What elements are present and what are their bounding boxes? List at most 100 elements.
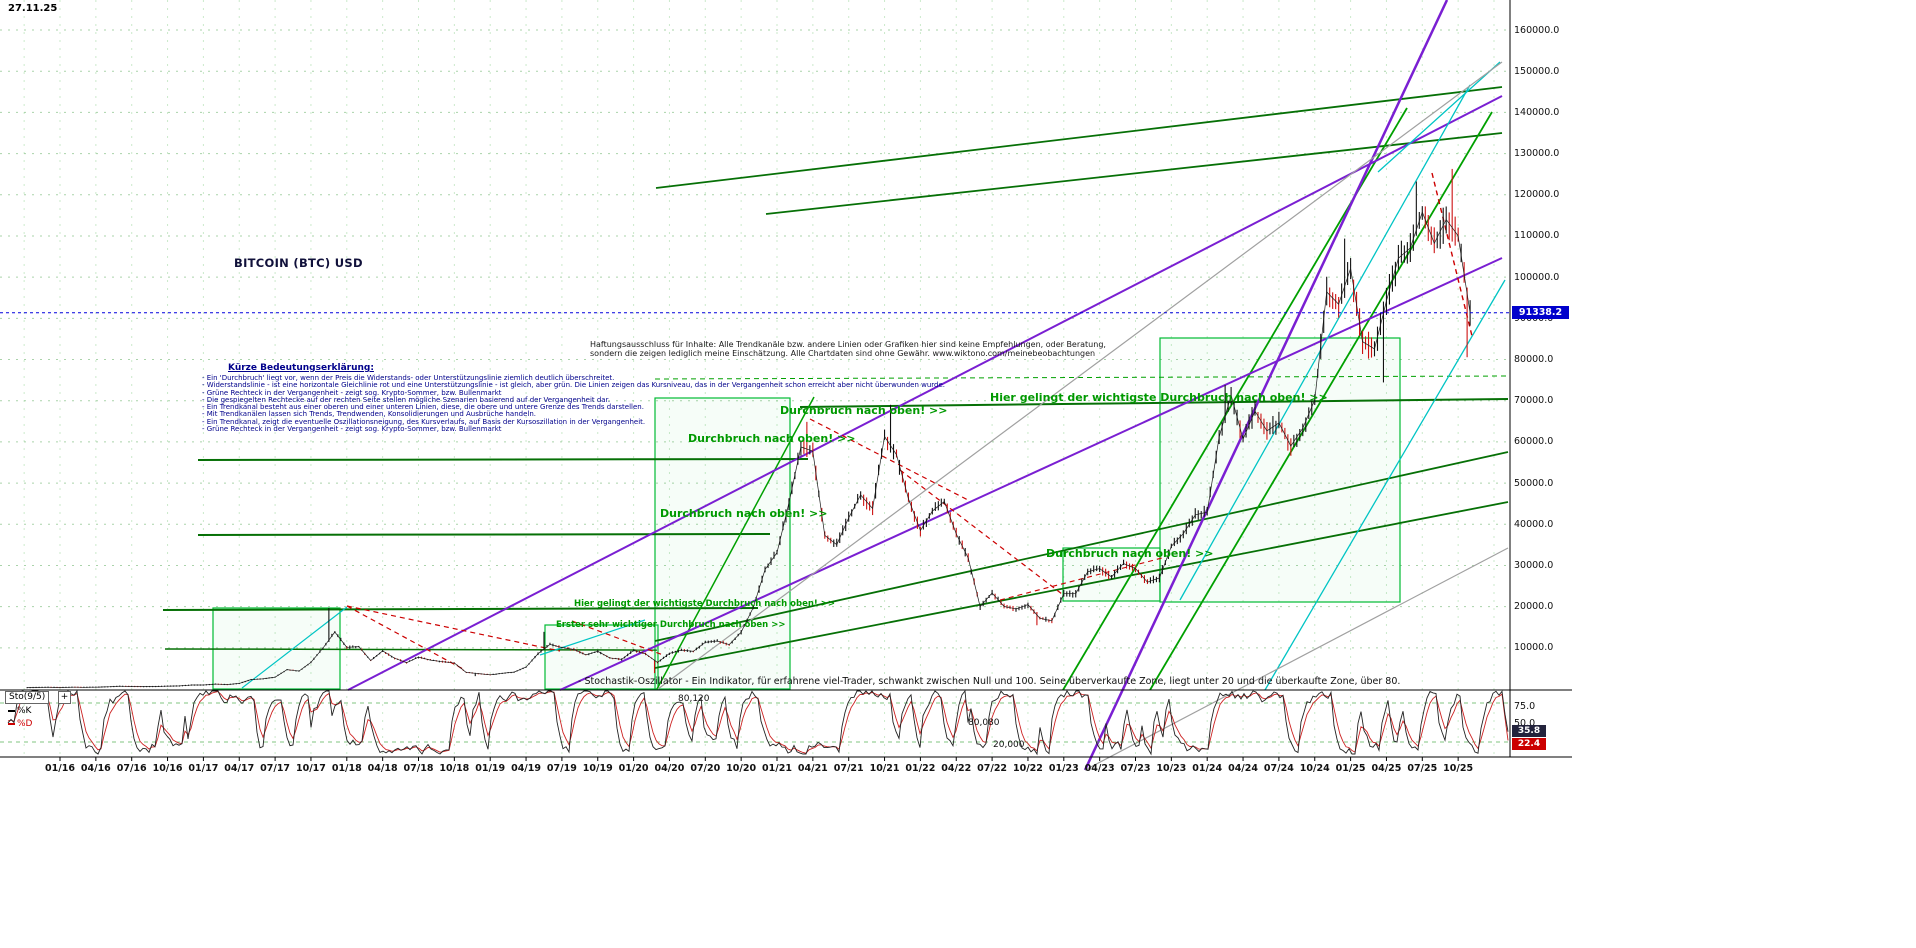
stochastic-panel <box>0 689 1510 756</box>
legend-bullet: - Ein Trendkanal, zeigt die eventuelle O… <box>202 417 646 426</box>
time-axis-label: 07/22 <box>977 763 1008 774</box>
time-axis-label: 07/24 <box>1263 763 1294 774</box>
stochastic-k-label: %K <box>8 706 31 716</box>
breakout-annotation[interactable]: Hier gelingt der wichtigste Durchbruch n… <box>574 599 835 609</box>
legend-bullet: - Mit Trendkanälen lassen sich Trends, T… <box>202 410 536 419</box>
time-axis-label: 01/22 <box>905 763 936 774</box>
breakout-annotation[interactable]: Durchbruch nach oben! >> <box>688 432 856 445</box>
legend-bullet: - Widerstandslinie - ist eine horizontal… <box>202 381 946 390</box>
axis-lines <box>0 0 1572 761</box>
bull-market-box[interactable] <box>1159 337 1401 603</box>
oscillator-inline-label: 80,080 <box>968 718 1000 728</box>
stochastic-d-value-badge: 22.4 <box>1512 738 1546 750</box>
price-axis-label: 70000.0 <box>1514 395 1554 407</box>
time-axis-label: 01/16 <box>45 763 75 774</box>
price-axis-label: 150000.0 <box>1514 65 1560 77</box>
legend-bullet: - Grüne Rechteck in der Vergangenheit - … <box>202 388 502 397</box>
time-axis-label: 10/22 <box>1012 763 1043 774</box>
legend-bullet: - Grüne Rechteck in der Vergangenheit - … <box>202 425 502 434</box>
breakout-annotation[interactable]: Hier gelingt der wichtigste Durchbruch n… <box>990 391 1328 404</box>
time-axis-label: 04/25 <box>1371 763 1402 774</box>
oscillator-axis-label: 50.0 <box>1514 717 1536 729</box>
price-axis-label: 60000.0 <box>1514 436 1554 448</box>
indicator-settings-button[interactable]: + <box>58 691 71 704</box>
time-axis-label: 10/19 <box>582 763 613 774</box>
price-axis-label: 140000.0 <box>1514 106 1560 118</box>
d-line-sample <box>8 722 15 725</box>
breakout-annotation[interactable]: Durchbruch nach oben! >> <box>660 507 828 520</box>
price-axis-label: 110000.0 <box>1514 230 1560 242</box>
price-axis-label: 130000.0 <box>1514 148 1560 160</box>
time-axis-label: 04/21 <box>797 763 828 774</box>
stochastic-indicator-label[interactable]: Sto(9/5) <box>5 691 50 704</box>
price-axis-label: 10000.0 <box>1514 642 1554 654</box>
disclaimer-line-2: sondern die zeigen lediglich meine Einsc… <box>590 348 1096 358</box>
time-axis-label: 04/18 <box>367 763 398 774</box>
price-axis-label: 160000.0 <box>1514 24 1560 36</box>
time-axis-label: 10/16 <box>152 763 183 774</box>
price-axis-label: 20000.0 <box>1514 601 1554 613</box>
oscillator-inline-label: 20,000 <box>993 740 1025 750</box>
time-axis-label: 07/17 <box>260 763 291 774</box>
bull-market-box[interactable] <box>654 397 791 690</box>
price-axis-label: 120000.0 <box>1514 189 1560 201</box>
time-axis-label: 07/25 <box>1407 763 1438 774</box>
date-label: 27.11.25 <box>8 3 58 14</box>
breakout-annotation[interactable]: Erster sehr wichtiger Durchbruch nach ob… <box>556 620 786 630</box>
stochastic-d-label: %D <box>8 719 32 729</box>
oscillator-axis-label: 75.0 <box>1514 701 1536 713</box>
stochastic-k-line <box>7 689 1509 756</box>
time-axis-label: 01/24 <box>1192 763 1223 774</box>
time-axis-label: 10/17 <box>295 763 326 774</box>
oscillator-description: - Stochastik-Oszillator - Ein Indikator,… <box>578 676 1401 687</box>
legend-bullet: - Die gespiegelten Rechtecke auf der rec… <box>202 395 611 404</box>
time-axis-label: 01/17 <box>188 763 219 774</box>
time-axis-label: 10/24 <box>1299 763 1330 774</box>
legend-block: Kürze Bedeutungserklärung: - Ein 'Durchb… <box>202 363 945 433</box>
time-axis-label: 04/19 <box>511 763 542 774</box>
time-axis-label: 10/18 <box>439 763 470 774</box>
k-line-sample <box>8 709 15 712</box>
candlestick-series <box>26 168 1471 689</box>
price-axis-label: 100000.0 <box>1514 271 1560 283</box>
legend-items: - Ein 'Durchbruch' liegt vor, wenn der P… <box>202 374 946 434</box>
stochastic-k-value-badge: 35.8 <box>1512 725 1546 737</box>
time-axis-label: 01/20 <box>618 763 649 774</box>
time-axis-label: 04/22 <box>941 763 972 774</box>
stochastic-d-line <box>7 691 1509 754</box>
time-axis-label: 01/19 <box>475 763 506 774</box>
close-price-line <box>27 210 1471 688</box>
time-axis-label: 10/21 <box>869 763 900 774</box>
time-axis-label: 07/16 <box>116 763 147 774</box>
k-label-text: %K <box>17 706 32 716</box>
price-axis-label: 50000.0 <box>1514 477 1554 489</box>
time-axis-label: 10/23 <box>1156 763 1187 774</box>
time-axis-label: 07/23 <box>1120 763 1151 774</box>
d-label-text: %D <box>17 719 33 729</box>
time-axis-label: 04/24 <box>1228 763 1259 774</box>
time-axis-label: 04/23 <box>1084 763 1115 774</box>
time-axis-label: 07/20 <box>690 763 721 774</box>
breakout-annotation[interactable]: Durchbruch nach oben! >> <box>780 404 948 417</box>
legend-bullet: - Ein 'Durchbruch' liegt vor, wenn der P… <box>202 374 615 382</box>
instrument-title: BITCOIN (BTC) USD <box>234 256 363 270</box>
current-price-badge: 91338.2 <box>1512 306 1569 319</box>
time-axis-label: 10/20 <box>726 763 757 774</box>
disclaimer-text: Haftungsausschluss für Inhalte: Alle Tre… <box>590 340 1106 358</box>
price-axis-label: 30000.0 <box>1514 559 1554 571</box>
oscillator-inline-label: 80,120 <box>678 694 710 704</box>
time-axis-label: 07/21 <box>833 763 864 774</box>
bull-market-box[interactable] <box>1062 547 1161 602</box>
scenario-boxes[interactable] <box>212 337 1401 690</box>
time-axis-label: 04/17 <box>224 763 255 774</box>
time-axis-label: 04/16 <box>80 763 111 774</box>
bull-market-box[interactable] <box>544 624 659 690</box>
disclaimer-line-1: Haftungsausschluss für Inhalte: Alle Tre… <box>590 340 1106 349</box>
time-axis-label: 07/19 <box>546 763 577 774</box>
time-axis-label: 01/21 <box>762 763 792 774</box>
breakout-annotation[interactable]: Durchbruch nach oben! >> <box>1046 547 1214 560</box>
time-axis-label: 01/25 <box>1335 763 1366 774</box>
time-axis-label: 07/18 <box>403 763 434 774</box>
